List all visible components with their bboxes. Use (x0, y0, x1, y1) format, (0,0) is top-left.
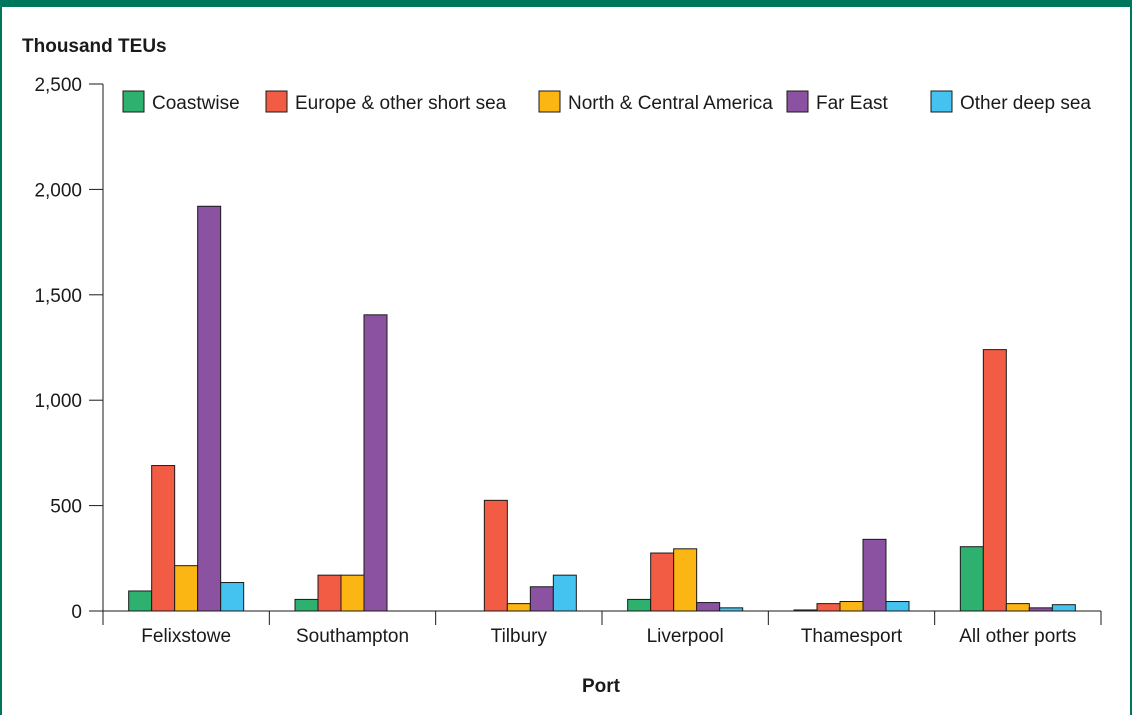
y-tick-label: 500 (50, 497, 82, 518)
bar (959, 546, 984, 612)
bar (816, 603, 841, 612)
x-tick-label: Tilbury (491, 626, 548, 647)
legend-label: Far East (816, 93, 889, 114)
bar (506, 603, 531, 612)
x-tick-label: Felixstowe (141, 626, 231, 647)
legend-label: North & Central America (568, 93, 773, 114)
legend-label: Other deep sea (960, 93, 1091, 114)
axes: 0 500 1,000 1,500 2,000 2,500 Felixstowe Southa… (34, 75, 1102, 647)
bar (793, 609, 818, 612)
legend-swatch (265, 90, 288, 113)
bar (1051, 604, 1076, 612)
bar (128, 590, 153, 612)
bar (294, 598, 319, 612)
bar (220, 582, 245, 612)
legend-swatch (786, 90, 809, 113)
x-tick-label: Liverpool (647, 626, 724, 647)
bar (151, 465, 176, 612)
bar (982, 349, 1007, 612)
bar (719, 607, 744, 612)
legend: Coastwise Europe & other short sea North &… (122, 90, 1091, 114)
x-tick-label: Southampton (296, 626, 409, 647)
y-tick-label: 1,000 (34, 391, 82, 412)
y-tick-label: 2,000 (34, 180, 82, 201)
bar (174, 565, 199, 612)
bar (197, 205, 222, 612)
legend-label: Europe & other short sea (295, 93, 507, 114)
bar (363, 314, 388, 612)
bar (552, 574, 577, 612)
bar (839, 601, 864, 612)
y-tick-label: 1,500 (34, 286, 82, 307)
bar (317, 574, 342, 612)
bar (885, 601, 910, 612)
legend-swatch (930, 90, 953, 113)
bar (1028, 607, 1053, 612)
legend-swatch (538, 90, 561, 113)
bar (673, 548, 698, 612)
bar (696, 602, 721, 612)
x-axis-label: Port (582, 676, 621, 697)
bar (627, 598, 652, 612)
legend-label: Coastwise (152, 93, 240, 114)
y-tick-label: 2,500 (34, 75, 82, 96)
x-tick-label: Thamesport (801, 626, 903, 647)
y-tick-label: 0 (71, 602, 82, 623)
y-axis-label: Thousand TEUs (22, 36, 167, 57)
bar (529, 586, 554, 612)
bar (1005, 603, 1030, 612)
bar (483, 499, 508, 612)
bar (862, 538, 887, 612)
legend-swatch (122, 90, 145, 113)
bar (340, 574, 365, 612)
top-accent-bar (0, 0, 1132, 7)
x-tick-label: All other ports (959, 626, 1076, 647)
bar (650, 552, 675, 612)
bars (128, 205, 1076, 612)
